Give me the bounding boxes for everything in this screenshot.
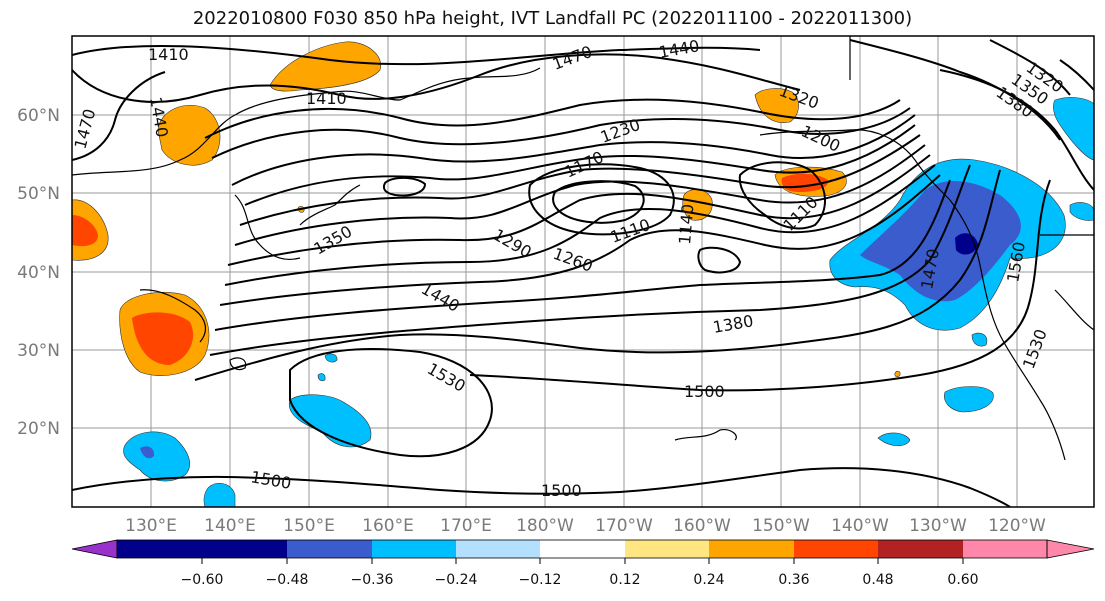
plot-frame: [71, 35, 1095, 508]
colorbar-tick-label: 0.12: [609, 572, 640, 588]
colorbar-segment: [117, 540, 202, 558]
lat-tick-label: 30°N: [17, 341, 60, 361]
lat-tick-label: 20°N: [17, 419, 60, 439]
colorbar-tick-label: −0.60: [181, 572, 224, 588]
colorbar-ticks: [201, 558, 964, 564]
lon-tick-label: 170°W: [595, 516, 653, 536]
lat-tick-label: 50°N: [17, 184, 60, 204]
colorbar-tick-label: 0.24: [693, 572, 724, 588]
lon-tick-labels: 130°E 140°E 150°E 160°E 170°E 180°W 170°…: [125, 516, 1046, 536]
lon-tick-label: 130°W: [909, 516, 967, 536]
colorbar-tick-label: −0.24: [435, 572, 478, 588]
ivt-positive-shading: [72, 41, 901, 378]
lon-tick-label: 140°E: [204, 516, 256, 536]
colorbar-tick-label: −0.48: [266, 572, 309, 588]
colorbar-segment: [372, 540, 456, 558]
lat-tick-labels: 60°N 50°N 40°N 30°N 20°N: [17, 106, 60, 439]
contour-label: 1140: [675, 203, 697, 245]
map-title: 2022010800 F030 850 hPa height, IVT Land…: [192, 8, 913, 29]
lat-tick-label: 60°N: [17, 106, 60, 126]
contour-label: 1410: [306, 89, 347, 108]
coastlines: [72, 36, 1094, 461]
colorbar-tick-label: 0.48: [862, 572, 893, 588]
lon-tick-label: 170°E: [440, 516, 492, 536]
lon-tick-label: 140°W: [831, 516, 889, 536]
colorbar-segment: [1046, 539, 1095, 559]
lat-tick-label: 40°N: [17, 263, 60, 283]
colorbar-segment: [794, 540, 878, 558]
contour-label: 1500: [541, 481, 582, 500]
lon-tick-label: 130°E: [125, 516, 177, 536]
lon-tick-label: 160°E: [362, 516, 414, 536]
colorbar-segment: [709, 540, 794, 558]
lon-tick-label: 150°W: [752, 516, 810, 536]
lon-tick-label: 120°W: [988, 516, 1046, 536]
colorbar-tick-label: 0.36: [778, 572, 809, 588]
colorbar-segment: [71, 539, 118, 559]
lon-tick-label: 150°E: [283, 516, 335, 536]
lon-tick-label: 160°W: [673, 516, 731, 536]
colorbar-segment: [878, 540, 963, 558]
colorbar-segment: [456, 540, 540, 558]
colorbar-frame: [116, 539, 1048, 559]
colorbar: −0.60 −0.48 −0.36 −0.24 −0.12 0.12 0.24 …: [71, 539, 1095, 588]
lon-tick-label: 180°W: [516, 516, 574, 536]
colorbar-tick-label: 0.60: [947, 572, 978, 588]
colorbar-tick-label: −0.36: [351, 572, 394, 588]
contour-label: 1500: [684, 382, 725, 401]
colorbar-tick-label: −0.12: [519, 572, 562, 588]
colorbar-segment: [625, 540, 709, 558]
contour-label: 1410: [148, 45, 189, 64]
height-contours: [72, 39, 1094, 507]
colorbar-segment: [540, 540, 625, 558]
colorbar-segment: [287, 540, 372, 558]
colorbar-segment: [963, 540, 1047, 558]
colorbar-segment: [202, 540, 287, 558]
